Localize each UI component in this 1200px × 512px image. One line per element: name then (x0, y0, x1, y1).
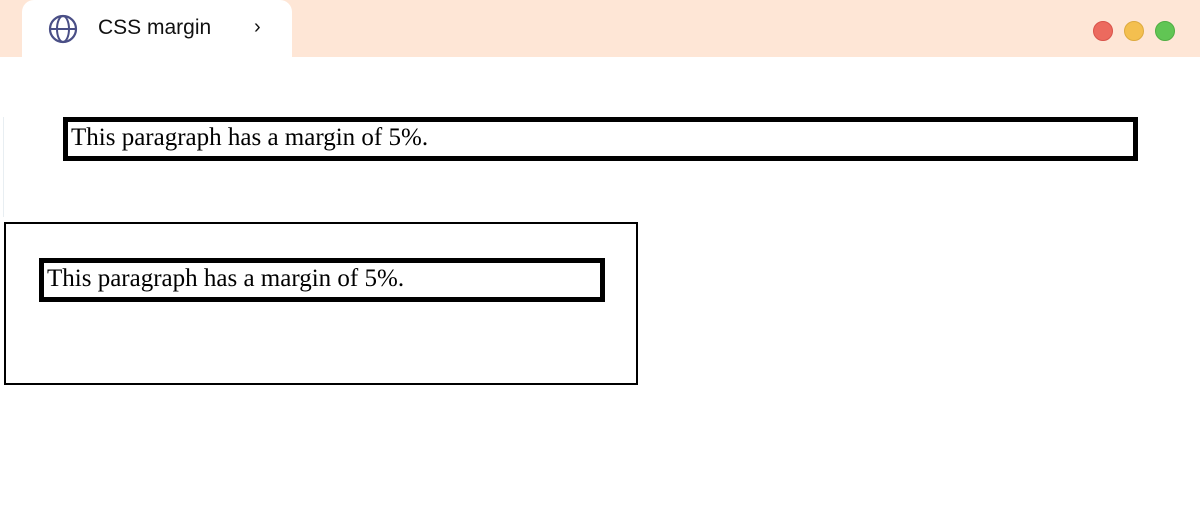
container-box: This paragraph has a margin of 5%. (4, 222, 638, 385)
chevron-right-icon[interactable]: › (254, 16, 261, 38)
minimize-window-button[interactable] (1124, 21, 1144, 41)
browser-tab[interactable]: CSS margin › (22, 0, 292, 57)
close-window-button[interactable] (1093, 21, 1113, 41)
browser-topbar: CSS margin › (0, 0, 1200, 57)
nested-paragraph-margin-5: This paragraph has a margin of 5%. (39, 258, 605, 302)
globe-icon (48, 14, 78, 44)
divider (3, 117, 4, 217)
maximize-window-button[interactable] (1155, 21, 1175, 41)
tab-title: CSS margin (98, 16, 212, 39)
paragraph-margin-5: This paragraph has a margin of 5%. (63, 117, 1138, 161)
